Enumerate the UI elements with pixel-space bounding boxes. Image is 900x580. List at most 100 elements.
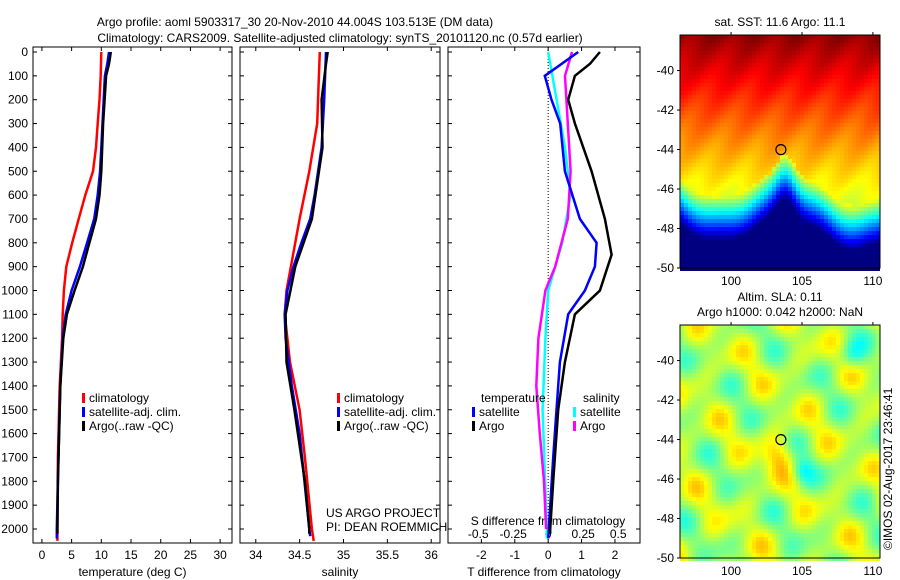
sst-map-cell: [792, 179, 796, 183]
sla-map-cell: [732, 445, 736, 449]
sst-map-cell: [832, 255, 836, 259]
sla-map-cell: [772, 397, 776, 401]
sla-map-cell: [836, 377, 840, 381]
sla-map-cell: [728, 397, 732, 401]
sst-map-cell: [808, 63, 812, 67]
sla-map-cell: [856, 353, 860, 357]
sla-map-cell: [696, 389, 700, 393]
sla-map-cell: [804, 357, 808, 361]
sla-map-cell: [816, 393, 820, 397]
sst-map-cell: [848, 259, 852, 263]
sst-map-cell: [688, 171, 692, 175]
sla-map-cell: [700, 441, 704, 445]
sst-map-cell: [832, 179, 836, 183]
difference-xtick-label: 0: [545, 548, 552, 562]
sst-map-cell: [692, 51, 696, 55]
sla-map-cell: [708, 397, 712, 401]
sst-map-cell: [868, 211, 872, 215]
sst-map-cell: [824, 219, 828, 223]
sst-map-cell: [732, 195, 736, 199]
sla-map-cell: [824, 413, 828, 417]
sla-map-cell: [844, 401, 848, 405]
sst-map-cell: [788, 47, 792, 51]
sst-map-cell: [756, 215, 760, 219]
sla-map-cell: [796, 349, 800, 353]
sla-map-cell: [808, 341, 812, 345]
sst-map-cell: [724, 123, 728, 127]
sst-map-cell: [684, 195, 688, 199]
sst-map-cell: [784, 91, 788, 95]
sla-map-cell: [868, 377, 872, 381]
sla-map-cell: [820, 453, 824, 457]
sst-map-cell: [828, 131, 832, 135]
sst-map-cell: [724, 67, 728, 71]
sla-map-cell: [680, 349, 684, 353]
sst-map-cell: [704, 155, 708, 159]
sla-map-cell: [816, 373, 820, 377]
salinity-legend-label: Argo(..raw -QC): [344, 419, 429, 433]
sst-map-cell: [836, 235, 840, 239]
sst-map-cell: [768, 167, 772, 171]
sla-map-cell: [744, 409, 748, 413]
sst-map-cell: [776, 251, 780, 255]
sla-map-cell: [776, 453, 780, 457]
sla-map-cell: [800, 397, 804, 401]
sst-map-cell: [788, 207, 792, 211]
sst-map-cell: [720, 199, 724, 203]
sla-map-cell: [852, 425, 856, 429]
sla-map-cell: [872, 445, 876, 449]
sst-map-cell: [856, 67, 860, 71]
sla-map-cell: [700, 385, 704, 389]
sst-map-cell: [748, 55, 752, 59]
sla-map-cell: [864, 389, 868, 393]
sla-map-cell: [784, 401, 788, 405]
sla-map-cell: [836, 393, 840, 397]
sst-map-cell: [876, 211, 880, 215]
sla-map-cell: [784, 457, 788, 461]
sst-map-cell: [876, 247, 880, 251]
sst-map-cell: [692, 71, 696, 75]
sst-map-cell: [708, 119, 712, 123]
sla-map-cell: [684, 413, 688, 417]
sla-map-cell: [716, 337, 720, 341]
sst-map-cell: [860, 219, 864, 223]
sst-map-cell: [828, 203, 832, 207]
sst-map-cell: [868, 227, 872, 231]
sla-map-cell: [692, 393, 696, 397]
sla-map-cell: [856, 425, 860, 429]
sst-map-cell: [804, 151, 808, 155]
sla-map-cell: [876, 357, 880, 361]
sst-map-cell: [716, 51, 720, 55]
sla-map-cell: [772, 409, 776, 413]
sla-map-cell: [760, 337, 764, 341]
sst-map-cell: [732, 219, 736, 223]
sst-map-cell: [712, 99, 716, 103]
sst-map-cell: [816, 139, 820, 143]
sla-map-cell: [752, 377, 756, 381]
sst-map-cell: [732, 55, 736, 59]
sst-map-cell: [768, 235, 772, 239]
sst-map-cell: [868, 55, 872, 59]
sla-map-cell: [812, 361, 816, 365]
sla-map-cell: [700, 365, 704, 369]
sst-map-cell: [792, 55, 796, 59]
sst-map-cell: [876, 67, 880, 71]
sst-map-cell: [684, 39, 688, 43]
sla-map-cell: [712, 377, 716, 381]
sla-map-cell: [692, 329, 696, 333]
sst-map-cell: [752, 39, 756, 43]
sst-map-cell: [752, 219, 756, 223]
sst-map-cell: [744, 167, 748, 171]
sst-map-cell: [820, 127, 824, 131]
sst-map-cell: [684, 243, 688, 247]
sst-map-cell: [792, 59, 796, 63]
sla-map-cell: [720, 421, 724, 425]
sst-map-cell: [872, 171, 876, 175]
sst-map-cell: [732, 51, 736, 55]
sst-map-cell: [768, 131, 772, 135]
sst-map-cell: [716, 95, 720, 99]
sst-map-cell: [688, 67, 692, 71]
sla-map-cell: [764, 441, 768, 445]
sst-map-cell: [836, 147, 840, 151]
sst-map-cell: [696, 115, 700, 119]
